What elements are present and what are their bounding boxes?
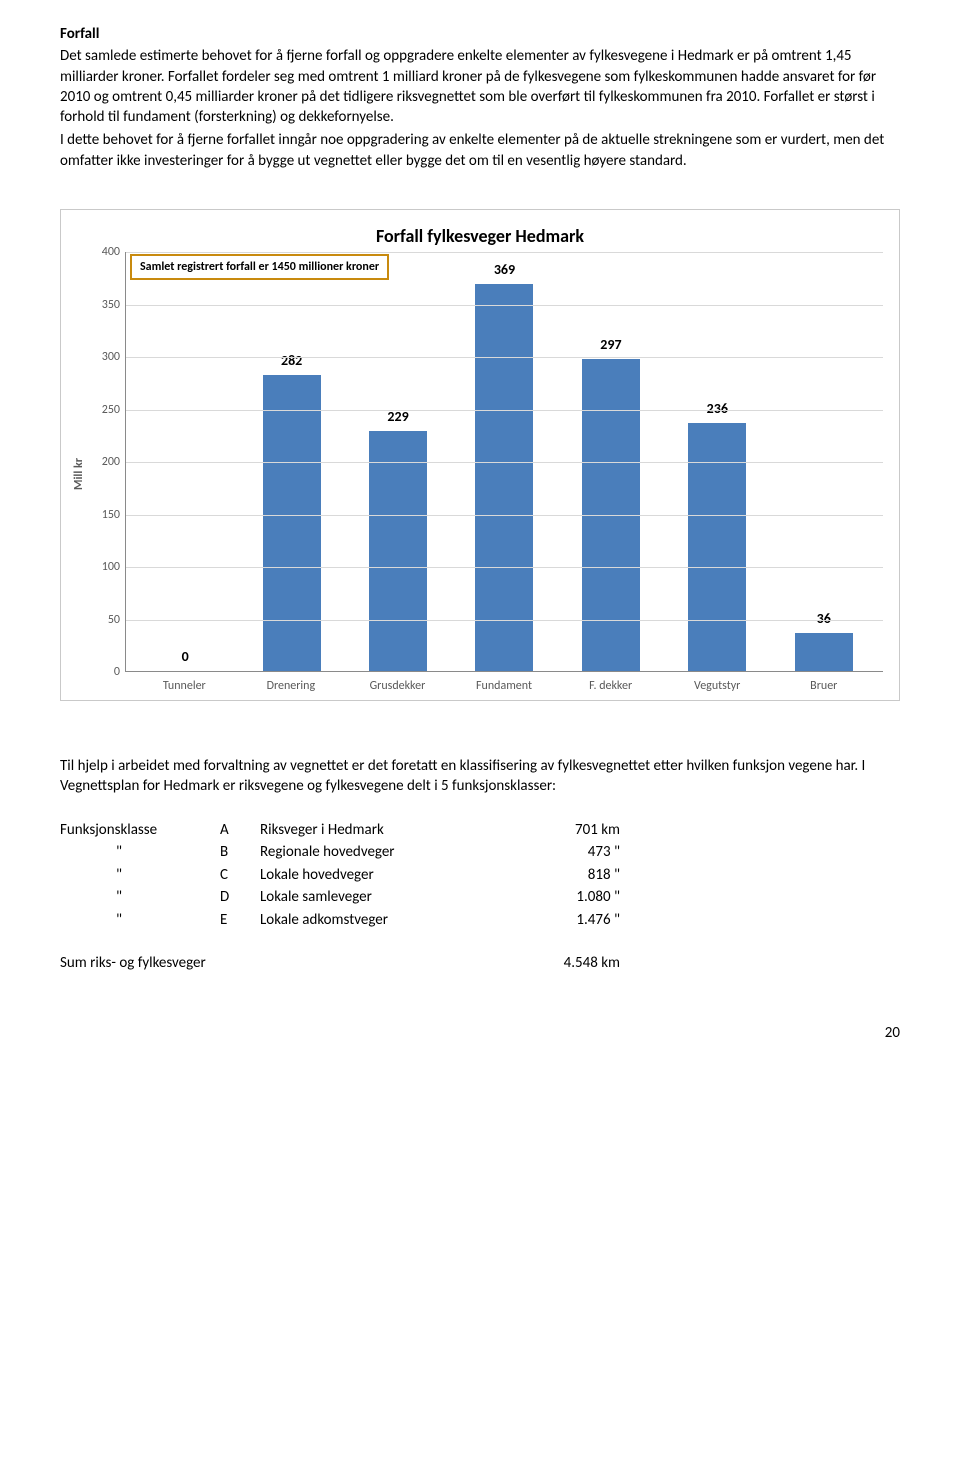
class-name: Regionale hovedveger (260, 841, 510, 864)
class-code: C (220, 864, 260, 887)
chart-title: Forfall fylkesveger Hedmark (69, 224, 891, 248)
chart-bar-value: 0 (182, 648, 189, 667)
chart-xlabel: Grusdekker (344, 678, 451, 694)
chart-xlabel: Vegutstyr (664, 678, 771, 694)
chart-ytick-label: 200 (84, 454, 120, 470)
sum-value: 4.548 km (510, 953, 620, 973)
paragraph-3: Til hjelp i arbeidet med forvaltning av … (60, 756, 900, 797)
class-code: D (220, 886, 260, 909)
chart-xlabel: Bruer (770, 678, 877, 694)
class-value: 473 " (510, 841, 620, 864)
class-code: A (220, 819, 260, 842)
class-value: 1.080 " (510, 886, 620, 909)
sum-row: Sum riks- og fylkesveger 4.548 km (60, 953, 900, 973)
ditto: " (60, 909, 220, 932)
chart-gridline (126, 462, 883, 463)
class-code: E (220, 909, 260, 932)
chart-ytick-label: 350 (84, 296, 120, 312)
chart-ytick-label: 150 (84, 506, 120, 522)
chart-gridline (126, 515, 883, 516)
chart-x-labels: TunnelerDreneringGrusdekkerFundamentF. d… (125, 672, 883, 696)
chart-gridline (126, 252, 883, 253)
chart-ytick-label: 100 (84, 559, 120, 575)
chart-bar-value: 297 (600, 336, 621, 355)
class-name: Riksveger i Hedmark (260, 819, 510, 842)
funksjonsklasse-label: Funksjonsklasse (60, 819, 220, 842)
class-name: Lokale hovedveger (260, 864, 510, 887)
chart-bar (688, 423, 746, 671)
chart-ytick-label: 0 (84, 664, 120, 680)
funksjonsklasse-table: Funksjonsklasse A Riksveger i Hedmark 70… (60, 819, 900, 932)
class-value: 701 km (510, 819, 620, 842)
chart-ytick-label: 50 (84, 611, 120, 627)
ditto: " (60, 841, 220, 864)
table-row: " C Lokale hovedveger 818 " (60, 864, 900, 887)
chart-annotation: Samlet registrert forfall er 1450 millio… (130, 254, 389, 280)
chart-gridline (126, 567, 883, 568)
chart-gridline (126, 357, 883, 358)
chart-bar-value: 229 (387, 408, 408, 427)
section-heading: Forfall (60, 24, 900, 44)
chart-bar-value: 369 (494, 261, 515, 280)
chart-xlabel: Tunneler (131, 678, 238, 694)
chart-xlabel: Drenering (238, 678, 345, 694)
table-row: " D Lokale samleveger 1.080 " (60, 886, 900, 909)
sum-label: Sum riks- og fylkesveger (60, 953, 510, 973)
chart-gridline (126, 305, 883, 306)
ditto: " (60, 864, 220, 887)
ditto: " (60, 886, 220, 909)
chart-gridline (126, 620, 883, 621)
chart-bar (795, 633, 853, 671)
class-name: Lokale adkomstveger (260, 909, 510, 932)
chart-ytick-label: 400 (84, 244, 120, 260)
chart-gridline (126, 410, 883, 411)
chart-bar-value: 282 (281, 352, 302, 371)
chart-xlabel: F. dekker (557, 678, 664, 694)
chart-bar (263, 375, 321, 671)
table-row: " E Lokale adkomstveger 1.476 " (60, 909, 900, 932)
table-row: " B Regionale hovedveger 473 " (60, 841, 900, 864)
paragraph-2: I dette behovet for å fjerne forfallet i… (60, 130, 900, 171)
chart-ytick-label: 250 (84, 401, 120, 417)
chart-bar (369, 431, 427, 671)
table-row: Funksjonsklasse A Riksveger i Hedmark 70… (60, 819, 900, 842)
chart-bar (475, 284, 533, 671)
class-code: B (220, 841, 260, 864)
chart-plot-area: Mill kr Samlet registrert forfall er 145… (69, 252, 891, 696)
chart-ytick-label: 300 (84, 349, 120, 365)
page-number: 20 (60, 1023, 900, 1043)
forfall-chart: Forfall fylkesveger Hedmark Mill kr Saml… (60, 209, 900, 701)
class-name: Lokale samleveger (260, 886, 510, 909)
class-value: 818 " (510, 864, 620, 887)
chart-xlabel: Fundament (451, 678, 558, 694)
class-value: 1.476 " (510, 909, 620, 932)
paragraph-1: Det samlede estimerte behovet for å fjer… (60, 46, 900, 127)
